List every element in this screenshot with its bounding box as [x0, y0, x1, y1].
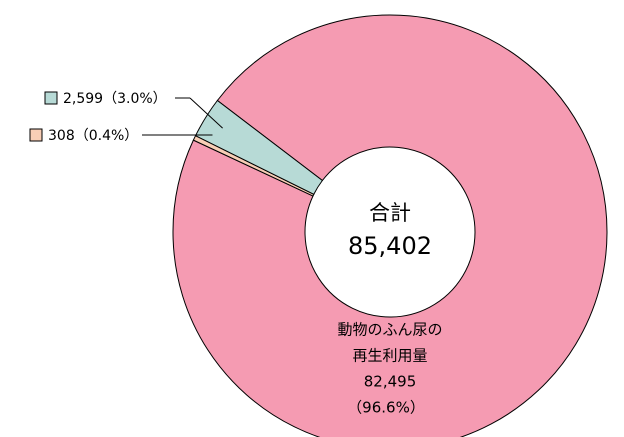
center-total: 85,402: [348, 232, 432, 260]
legend-swatch: [44, 91, 58, 105]
callout-percent: （3.0%）: [103, 91, 167, 107]
segment-value-label: 82,495: [364, 373, 417, 391]
callout-line: [189, 97, 223, 129]
donut-segment: [172, 14, 608, 437]
callout-value: 308: [48, 128, 75, 144]
legend-swatch: [29, 128, 43, 142]
donut-segment: [194, 99, 324, 195]
segment-percent-label: （96.6%）: [347, 399, 425, 417]
donut-segments: [172, 14, 608, 437]
callout-percent: （0.4%）: [75, 128, 139, 144]
segment-label: 動物のふん尿の: [337, 321, 442, 339]
center-title: 合計: [369, 201, 411, 225]
segment-label: 再生利用量: [352, 347, 427, 365]
callout-value: 2,599: [63, 91, 103, 107]
